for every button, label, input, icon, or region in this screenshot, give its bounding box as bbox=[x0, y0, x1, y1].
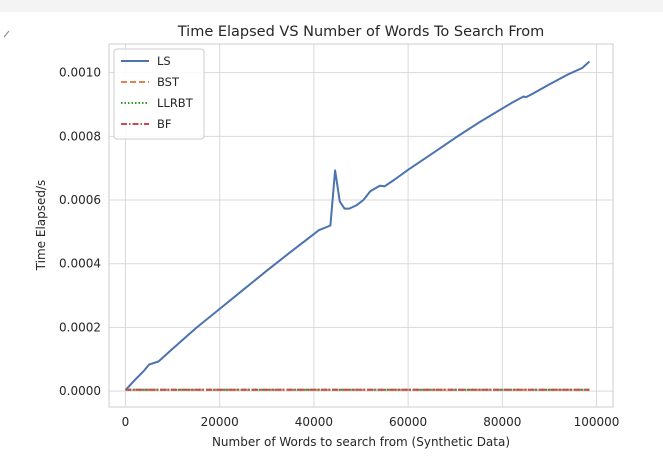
chart-title: Time Elapsed VS Number of Words To Searc… bbox=[177, 24, 545, 40]
x-axis-label: Number of Words to search from (Syntheti… bbox=[212, 435, 510, 449]
y-tick-label: 0.0010 bbox=[59, 66, 101, 80]
plot-frame bbox=[108, 43, 614, 408]
legend-box bbox=[113, 48, 205, 140]
series-line-ls bbox=[124, 60, 591, 391]
y-tick-label: 0.0002 bbox=[59, 320, 101, 334]
x-tick-label: 20000 bbox=[201, 415, 239, 429]
legend-label-ls: LS bbox=[157, 54, 171, 68]
y-axis-label: Time Elapsed/s bbox=[34, 180, 48, 272]
legend-label-bst: BST bbox=[157, 75, 180, 89]
legend-label-llrbt: LLRBT bbox=[157, 96, 194, 110]
cell-marker-icon bbox=[3, 30, 10, 38]
x-tick-label: 80000 bbox=[483, 415, 521, 429]
legend-label-bf: BF bbox=[157, 117, 172, 131]
legend: LS BST LLRBT BF bbox=[113, 48, 205, 140]
y-tick-label: 0.0006 bbox=[59, 193, 101, 207]
y-tick-label: 0.0008 bbox=[59, 129, 101, 143]
y-tick-label: 0.0004 bbox=[59, 257, 101, 271]
x-tick-label: 60000 bbox=[389, 415, 427, 429]
x-tick-label: 40000 bbox=[295, 415, 333, 429]
x-tick-label: 0 bbox=[122, 415, 130, 429]
y-tick-label: 0.0000 bbox=[59, 384, 101, 398]
notebook-output-bar bbox=[0, 0, 663, 12]
y-tick-labels: 0.0000 0.0002 0.0004 0.0006 0.0008 0.0010 bbox=[59, 66, 101, 398]
series-layer bbox=[124, 60, 591, 391]
x-tick-label: 100000 bbox=[574, 415, 620, 429]
x-tick-labels: 0 20000 40000 60000 80000 100000 bbox=[122, 415, 620, 429]
